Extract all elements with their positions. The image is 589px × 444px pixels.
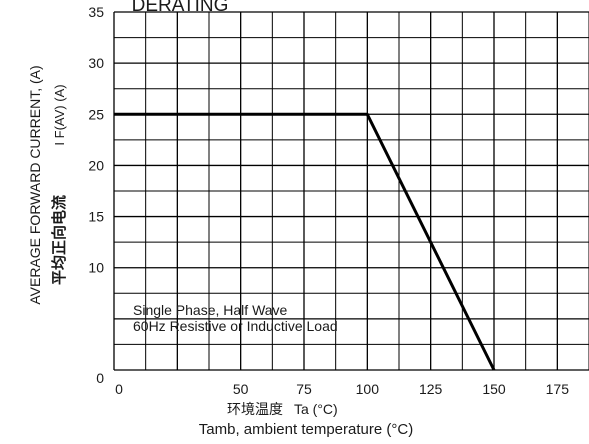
- chart-title: DERATING: [132, 0, 229, 16]
- x-tick-label: 0: [115, 381, 123, 397]
- chart-labels: DERATING Single Phase, Half Wave 60Hz Re…: [27, 0, 569, 438]
- x-axis-symbol: Ta (°C): [294, 401, 338, 417]
- y-tick-label: 35: [88, 4, 104, 20]
- series-line: [114, 112, 496, 371]
- x-axis-label: Tamb, ambient temperature (°C): [199, 421, 413, 438]
- y-tick-label: 20: [88, 157, 104, 173]
- x-tick-label: 100: [356, 381, 380, 397]
- y-axis-symbol: I F(AV) (A): [52, 84, 67, 145]
- y-axis-label: AVERAGE FORWARD CURRENT, (A): [27, 65, 43, 304]
- x-tick-label: 125: [419, 381, 443, 397]
- chart-grid: [113, 11, 589, 371]
- y-tick-label: 15: [88, 209, 104, 225]
- x-tick-label: 175: [546, 381, 570, 397]
- x-tick-label: 50: [233, 381, 249, 397]
- y-tick-label: 25: [88, 106, 104, 122]
- x-axis-label-cn: 环境温度: [227, 401, 283, 417]
- y-tick-label: 0: [96, 370, 104, 386]
- y-axis-label-cn: 平均正向电流: [50, 195, 68, 285]
- chart-series: [114, 112, 496, 371]
- annotation-line-2: 60Hz Resistive or Inductive Load: [133, 318, 338, 334]
- y-tick-label: 10: [88, 260, 104, 276]
- x-tick-label: 75: [296, 381, 312, 397]
- annotation-line-1: Single Phase, Half Wave: [133, 302, 288, 318]
- x-tick-label: 150: [482, 381, 506, 397]
- y-tick-label: 30: [88, 55, 104, 71]
